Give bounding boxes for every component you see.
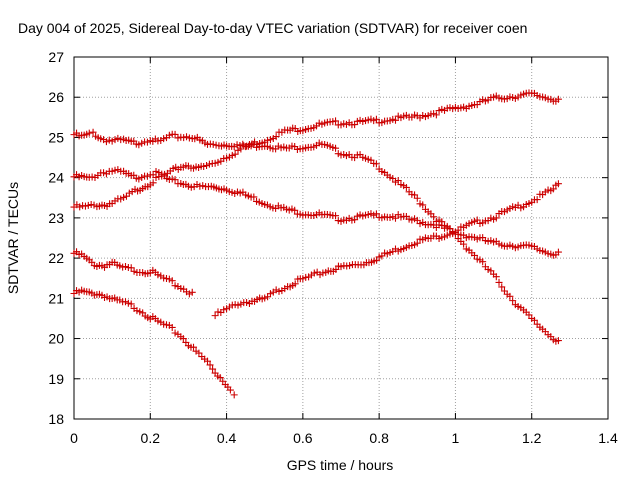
data-point [413, 239, 421, 247]
y-tick-label: 26 [48, 89, 64, 105]
data-point [498, 283, 506, 291]
data-point [171, 176, 179, 184]
y-tick-label: 22 [48, 250, 64, 266]
y-tick-label: 25 [48, 129, 64, 145]
data-point [554, 95, 562, 103]
data-point [204, 357, 211, 365]
data-point [479, 258, 487, 266]
data-point [432, 111, 440, 119]
data-point [389, 175, 397, 183]
series-D [70, 248, 196, 298]
x-tick-label: 0 [70, 430, 78, 446]
data-point [206, 361, 214, 369]
x-tick-label: 1.4 [598, 430, 618, 446]
data-point [402, 183, 410, 191]
y-axis-title: SDTVAR / TECUs [5, 182, 21, 294]
data-point [554, 337, 562, 345]
data-point [471, 251, 478, 259]
data-point [291, 206, 299, 214]
x-tick-labels: 0 0.2 0.4 0.6 0.8 1 1.2 1.4 [70, 430, 618, 446]
data-point [127, 300, 135, 308]
data-point [372, 115, 380, 123]
data-point [89, 128, 97, 136]
series-E [70, 286, 238, 399]
data-point [492, 214, 500, 222]
data-point [530, 316, 538, 324]
data-point [391, 214, 399, 222]
y-tick-label: 27 [48, 49, 64, 65]
y-tick-label: 19 [48, 371, 64, 387]
data-point [171, 130, 179, 138]
data-point [460, 240, 468, 248]
axis-ticks [73, 56, 609, 420]
data-point [168, 323, 176, 331]
data-point [430, 213, 438, 221]
data-point [554, 248, 562, 256]
y-tick-label: 23 [48, 210, 64, 226]
series-C [70, 89, 562, 211]
y-tick-label: 24 [48, 170, 64, 186]
data-point [332, 117, 340, 125]
data-point [492, 273, 500, 281]
x-axis-title: GPS time / hours [287, 457, 394, 473]
data-point [291, 280, 299, 288]
plot-frame [73, 56, 609, 420]
data-point [188, 288, 196, 296]
data-point [179, 335, 187, 343]
series-B [70, 166, 562, 259]
y-tick-labels: 18 19 20 21 22 23 24 25 26 27 [48, 49, 64, 427]
data-point [351, 216, 359, 224]
data-point [509, 297, 517, 305]
data-point [149, 179, 157, 187]
x-tick-label: 0.4 [217, 430, 237, 446]
data-point [495, 278, 503, 286]
data-point [372, 210, 380, 218]
data-point [549, 185, 557, 193]
data-point [226, 386, 234, 394]
data-point [394, 176, 402, 184]
grid-lines [74, 57, 608, 419]
y-tick-label: 21 [48, 290, 64, 306]
x-tick-label: 0.2 [141, 430, 161, 446]
x-tick-label: 1.2 [522, 430, 542, 446]
data-point [419, 201, 427, 209]
data-point [168, 277, 176, 285]
y-tick-label: 20 [48, 331, 64, 347]
data-series [70, 89, 562, 399]
data-point [506, 292, 514, 300]
data-point [250, 193, 258, 201]
data-point [533, 196, 541, 204]
data-point [85, 129, 93, 137]
data-point [554, 180, 562, 188]
data-point [413, 194, 421, 202]
chart-title: Day 004 of 2025, Sidereal Day-to-day VTE… [18, 20, 527, 36]
data-point [332, 212, 340, 220]
series-F [211, 180, 562, 320]
y-tick-label: 18 [48, 411, 64, 427]
data-point [211, 312, 219, 320]
data-point [372, 160, 380, 168]
x-tick-label: 0.8 [369, 430, 389, 446]
data-point [391, 116, 399, 124]
data-point [230, 391, 238, 399]
data-point [190, 343, 198, 351]
data-point [332, 144, 340, 152]
data-point [272, 133, 280, 141]
data-point [209, 365, 217, 373]
x-tick-label: 0.6 [293, 430, 313, 446]
data-point [216, 374, 224, 382]
data-point [231, 150, 239, 158]
x-tick-label: 1 [452, 430, 460, 446]
